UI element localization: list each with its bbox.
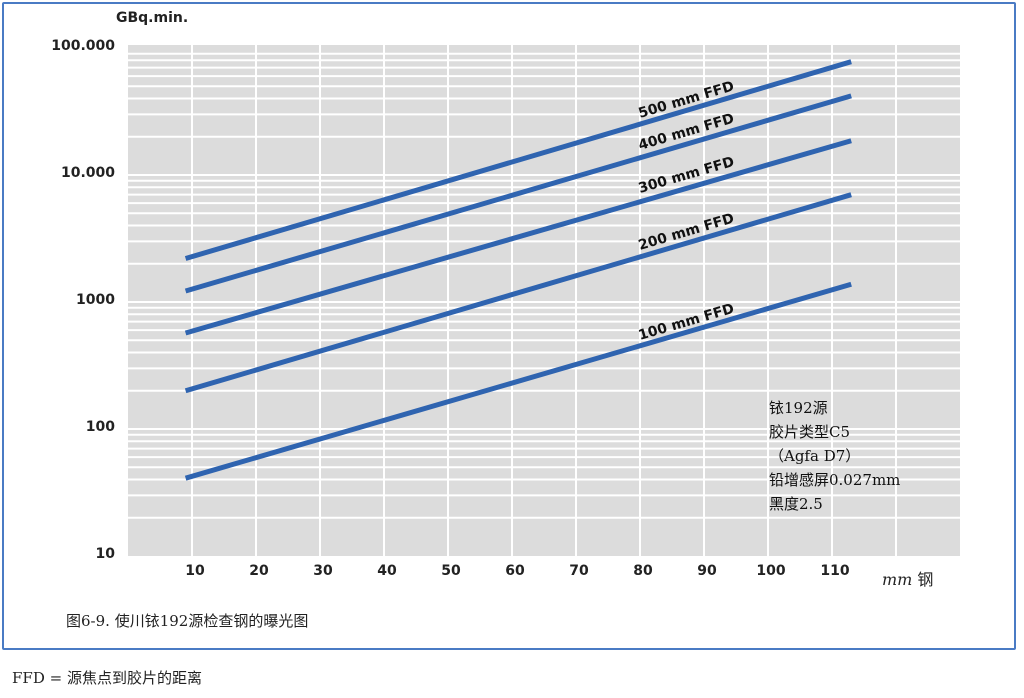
x-tick-label: 50 xyxy=(441,563,461,579)
x-axis-unit: mm 钢 xyxy=(882,566,933,590)
y-tick-label: 1000 xyxy=(76,292,115,308)
series-line-300mm xyxy=(184,138,852,336)
x-tick-label: 100 xyxy=(756,563,786,579)
info-film-type: 胶片类型C5 xyxy=(769,423,851,441)
footnote: FFD = 源焦点到胶片的距离 xyxy=(12,669,202,687)
x-tick-label: 10 xyxy=(185,563,205,579)
x-tick-label: 110 xyxy=(820,563,850,579)
info-film-brand: （Agfa D7） xyxy=(769,447,861,465)
series-line-400mm xyxy=(184,93,852,294)
plot-area xyxy=(128,45,960,556)
x-tick-label: 40 xyxy=(377,563,397,579)
x-tick-label: 60 xyxy=(505,563,525,579)
info-box: 铱192源 胶片类型C5 （Agfa D7） 铅增感屏0.027mm 黑度2.5 xyxy=(769,396,900,516)
series-line-100mm xyxy=(184,281,852,481)
x-tick-label: 80 xyxy=(633,563,653,579)
y-tick-label: 100 xyxy=(85,419,115,435)
series-line-200mm xyxy=(184,192,852,394)
info-source: 铱192源 xyxy=(769,399,828,417)
x-tick-label: 30 xyxy=(313,563,333,579)
figure-caption: 图6-9. 使川铱192源检查钢的曝光图 xyxy=(66,612,309,630)
y-tick-label: 100.000 xyxy=(51,38,115,54)
x-tick-label: 90 xyxy=(697,563,717,579)
y-axis-unit: GBq.min. xyxy=(116,10,189,26)
y-tick-label: 10.000 xyxy=(60,165,115,181)
x-tick-label: 70 xyxy=(569,563,589,579)
series-line-500mm xyxy=(184,59,852,261)
x-axis-unit-steel: 钢 xyxy=(912,570,934,589)
info-density: 黑度2.5 xyxy=(769,495,823,513)
x-axis-unit-mm: mm xyxy=(882,570,913,589)
y-tick-label: 10 xyxy=(95,546,115,562)
x-tick-label: 20 xyxy=(249,563,269,579)
info-lead-screen: 铅增感屏0.027mm xyxy=(769,471,901,489)
